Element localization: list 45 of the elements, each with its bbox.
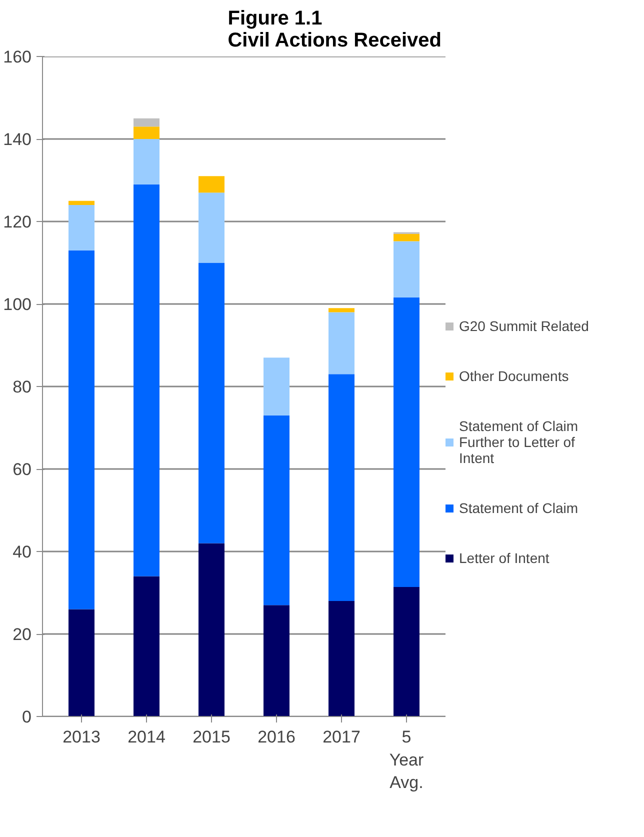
bar: [394, 234, 420, 242]
y-tick-label: 100: [3, 295, 32, 314]
legend-label: Statement of Claim: [459, 500, 578, 516]
bar: [328, 374, 354, 601]
legend-label: Letter of Intent: [459, 550, 550, 566]
legend-label: Statement of Claim Further to Letter of Intent: [459, 418, 578, 466]
x-tick-label: 2013: [62, 728, 100, 746]
bar: [394, 297, 420, 587]
y-tick-label: 60: [12, 460, 32, 479]
bar: [198, 192, 224, 263]
bar: [328, 312, 354, 374]
bar: [68, 250, 94, 610]
x-tick-label: 2016: [258, 728, 296, 746]
bar: [328, 601, 354, 716]
bar: [264, 605, 290, 716]
legend-label: G20 Summit Related: [459, 318, 589, 334]
y-tick-label: 160: [3, 48, 32, 66]
bar: [394, 586, 420, 716]
bar: [134, 184, 160, 576]
chart-title: Figure 1.1 Civil Actions Received: [228, 8, 442, 52]
bar: [328, 308, 354, 312]
bar: [68, 609, 94, 716]
bar: [134, 576, 160, 716]
bar: [394, 241, 420, 298]
y-tick-label: 80: [12, 378, 32, 396]
bar: [134, 139, 160, 184]
bar: [198, 176, 224, 193]
bar: [198, 262, 224, 544]
y-tick-label: 140: [3, 130, 32, 149]
bar: [68, 200, 94, 205]
y-tick-label: 20: [12, 625, 32, 644]
bar: [264, 358, 290, 416]
bar: [264, 415, 290, 606]
y-tick-label: 0: [22, 708, 32, 726]
x-tick-label: 2014: [128, 728, 166, 746]
x-tick-label: 2017: [322, 728, 360, 746]
bar: [134, 118, 160, 127]
legend-label: Other Documents: [459, 368, 569, 384]
y-tick-label: 120: [3, 212, 32, 232]
x-tick-label: 5 Year Avg.: [389, 728, 424, 792]
x-tick-label: 2015: [192, 728, 230, 746]
bar: [134, 126, 160, 139]
y-tick-label: 40: [12, 542, 32, 562]
bar: [68, 205, 94, 250]
bar: [198, 543, 224, 716]
